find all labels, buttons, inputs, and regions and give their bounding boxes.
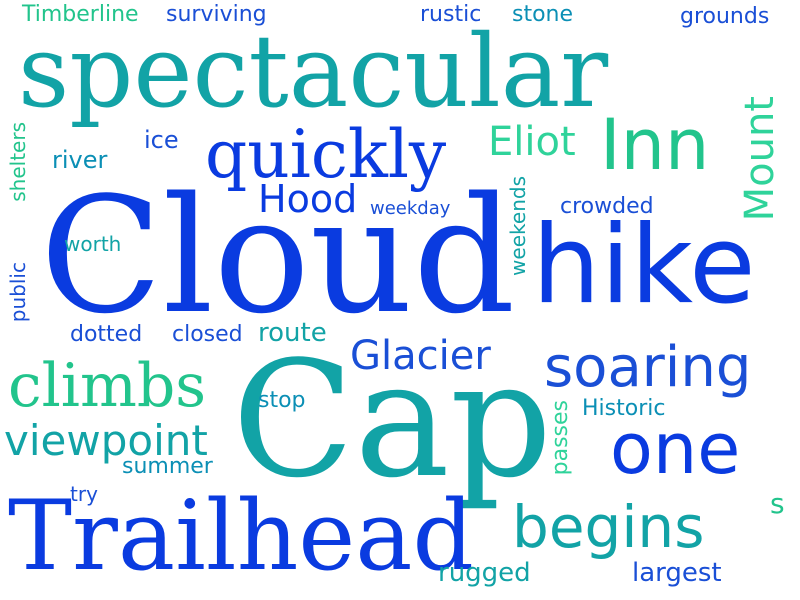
word-eliot: Eliot bbox=[488, 119, 576, 165]
word-passes: passes bbox=[548, 400, 573, 476]
word-hood: Hood bbox=[258, 177, 358, 221]
word-summer: summer bbox=[122, 454, 213, 479]
word-route: route bbox=[258, 318, 327, 348]
word-one: one bbox=[610, 408, 741, 490]
word-glacier: Glacier bbox=[350, 333, 491, 379]
word-hike: hike bbox=[532, 203, 756, 328]
word-weekends: weekends bbox=[506, 176, 530, 276]
word-historic: Historic bbox=[582, 396, 666, 421]
word-crowded: crowded bbox=[560, 194, 654, 219]
word-closed: closed bbox=[172, 322, 243, 347]
word-s: s bbox=[770, 487, 785, 520]
word-soaring: soaring bbox=[544, 335, 752, 400]
word-stone: stone bbox=[512, 2, 574, 27]
word-rugged: rugged bbox=[438, 558, 531, 588]
word-climbs: climbs bbox=[8, 351, 207, 421]
word-rustic: rustic bbox=[420, 2, 482, 27]
word-weekday: weekday bbox=[370, 198, 451, 219]
word-inn: Inn bbox=[600, 104, 710, 186]
word-viewpoint: viewpoint bbox=[4, 416, 208, 465]
word-grounds: grounds bbox=[680, 4, 770, 29]
word-worth: worth bbox=[64, 232, 122, 256]
word-timberline: Timberline bbox=[22, 2, 139, 27]
word-mount: Mount bbox=[737, 96, 783, 222]
word-shelters: shelters bbox=[6, 122, 30, 202]
word-public: public bbox=[6, 262, 30, 323]
word-try: try bbox=[70, 482, 98, 506]
word-largest: largest bbox=[632, 558, 722, 588]
word-dotted: dotted bbox=[70, 322, 143, 347]
word-cap: Cap bbox=[232, 326, 553, 513]
word-stop: stop bbox=[258, 388, 306, 413]
word-surviving: surviving bbox=[166, 2, 267, 27]
word-quickly: quickly bbox=[205, 116, 447, 193]
word-river: river bbox=[52, 146, 108, 174]
word-trailhead: Trailhead bbox=[8, 480, 474, 592]
word-ice: ice bbox=[144, 126, 179, 154]
word-cloud: Cloud bbox=[40, 162, 516, 349]
word-begins: begins bbox=[512, 493, 705, 561]
word-spectacular: spectacular bbox=[18, 13, 609, 130]
